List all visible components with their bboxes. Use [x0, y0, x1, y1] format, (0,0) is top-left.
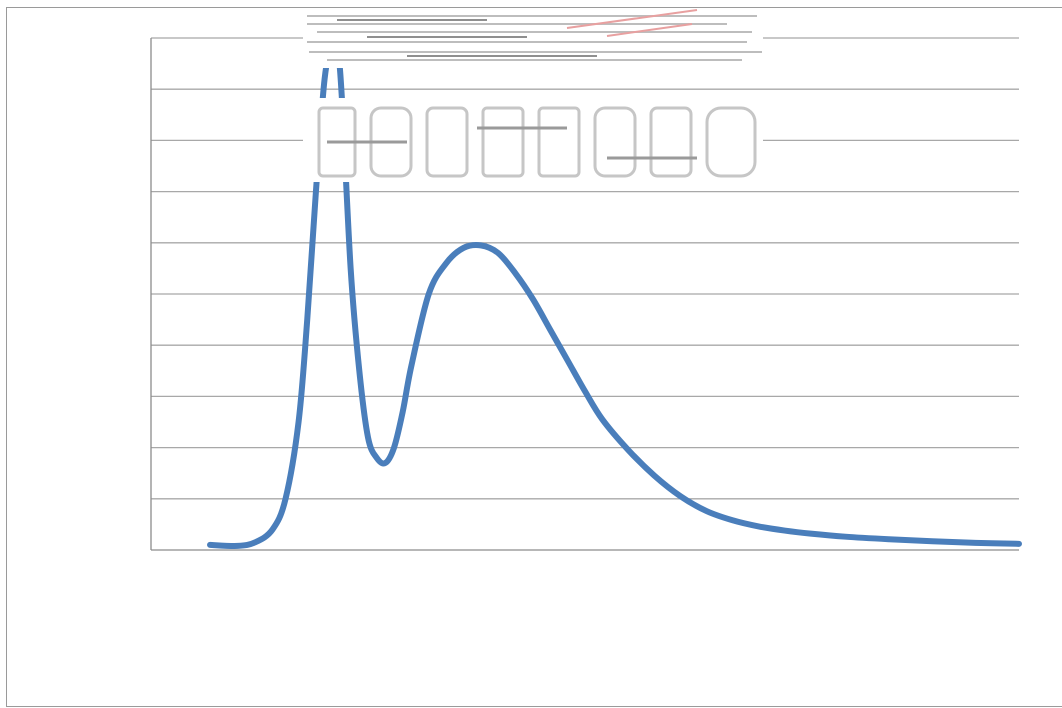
logo-lettering	[303, 98, 763, 182]
embedded-logo-overlay	[303, 8, 763, 182]
series-line-1	[207, 33, 1022, 549]
series-layer	[207, 33, 1022, 549]
logo-banner	[303, 8, 763, 68]
line-chart	[150, 33, 1022, 551]
chart-area	[6, 7, 1062, 707]
